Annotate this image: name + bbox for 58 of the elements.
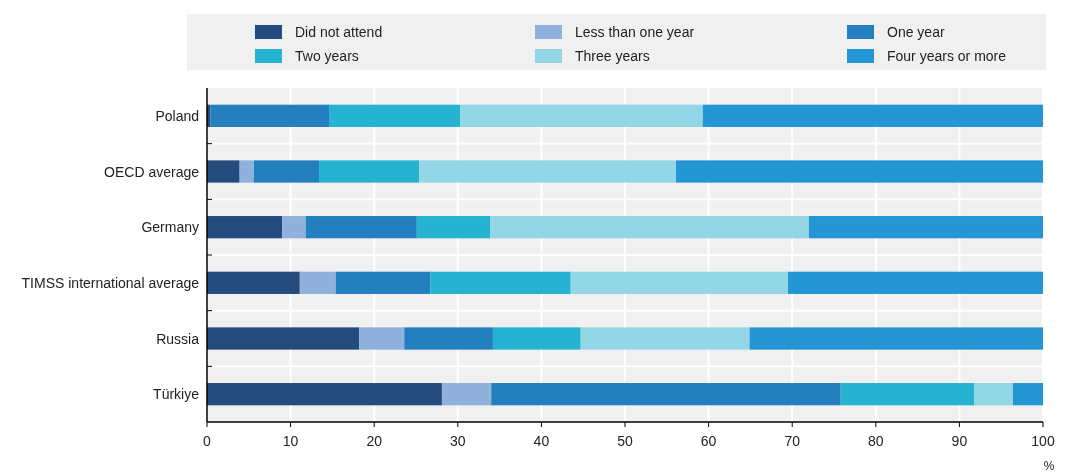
x-tick-label: 80 — [868, 433, 884, 449]
bar — [492, 327, 581, 350]
bar — [207, 216, 283, 239]
x-tick-label: 0 — [203, 433, 212, 449]
x-tick-label: 50 — [617, 433, 633, 449]
x-tick-label: 100 — [1031, 433, 1055, 449]
bar — [282, 216, 306, 239]
bar — [430, 271, 571, 294]
bar — [319, 160, 420, 183]
legend-label: Four years or more — [887, 48, 1007, 64]
x-tick-label: 70 — [784, 433, 801, 449]
legend-label: One year — [887, 24, 945, 40]
bar — [239, 160, 254, 183]
y-tick-label: Poland — [155, 107, 199, 124]
x-axis-title: % — [1043, 459, 1055, 473]
bar — [491, 383, 841, 406]
legend-label: Less than one year — [575, 24, 695, 40]
bar — [974, 383, 1013, 406]
x-tick-label: 20 — [366, 433, 383, 449]
bar — [207, 327, 360, 350]
bar — [1012, 383, 1043, 406]
bar — [460, 104, 703, 127]
x-tick-label: 30 — [450, 433, 466, 449]
bar — [580, 327, 750, 350]
bar — [210, 104, 330, 127]
bar — [299, 271, 336, 294]
bar — [253, 160, 320, 183]
bar — [335, 271, 431, 294]
bar — [329, 104, 461, 127]
y-tick-label: Türkiye — [153, 386, 200, 403]
y-tick-label: Russia — [156, 330, 200, 347]
bar — [808, 216, 1043, 239]
bar — [749, 327, 1043, 350]
bar — [404, 327, 493, 350]
bar — [441, 383, 492, 406]
legend-label: Did not attend — [295, 24, 383, 40]
bar — [788, 271, 1043, 294]
bar — [305, 216, 417, 239]
x-tick-label: 60 — [700, 433, 717, 449]
bar — [490, 216, 809, 239]
bar — [840, 383, 975, 406]
bar — [207, 383, 442, 406]
bar — [676, 160, 1043, 183]
bar — [570, 271, 789, 294]
x-tick-label: 90 — [951, 433, 968, 449]
bar — [359, 327, 405, 350]
y-tick-label: TIMSS international average — [21, 274, 200, 291]
y-tick-label: Germany — [141, 219, 199, 236]
legend-label: Two years — [295, 48, 359, 64]
bar — [419, 160, 676, 183]
x-tick-label: 10 — [282, 433, 299, 449]
bar — [207, 160, 240, 183]
legend-label: Three years — [575, 48, 650, 64]
bar — [416, 216, 491, 239]
bar — [702, 104, 1043, 127]
bar — [207, 271, 300, 294]
x-tick-label: 40 — [533, 433, 550, 449]
y-tick-label: OECD average — [104, 163, 200, 180]
